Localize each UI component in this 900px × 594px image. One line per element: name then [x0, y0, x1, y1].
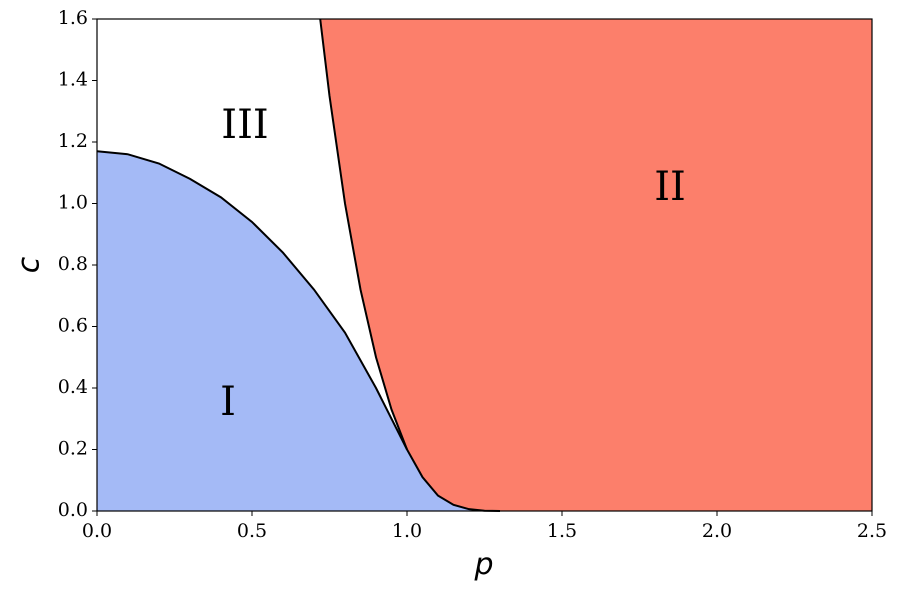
- boundary-line: [96, 150, 408, 450]
- boundary-line: [319, 18, 501, 512]
- y-tick-label: 1.0: [58, 192, 88, 214]
- y-tick-label: 0.4: [58, 376, 88, 398]
- y-tick-label: 0.6: [58, 315, 88, 337]
- x-tick-label: 0.5: [237, 520, 267, 542]
- x-tick-label: 0.0: [82, 520, 112, 542]
- region-label: III: [221, 102, 268, 148]
- y-tick-label: 0.8: [58, 253, 88, 275]
- x-axis-label: p: [473, 548, 493, 583]
- y-tick-label: 0.2: [58, 438, 88, 460]
- y-axis-label: c: [12, 256, 47, 273]
- y-tick-label: 1.2: [58, 130, 88, 152]
- y-tick-label: 1.6: [58, 7, 88, 29]
- x-tick-label: 2.5: [857, 520, 887, 542]
- region-label: I: [220, 379, 236, 425]
- y-tick-label: 0.0: [58, 499, 88, 521]
- region-fill: [97, 151, 500, 511]
- x-tick-label: 1.5: [547, 520, 577, 542]
- region-label: II: [654, 164, 686, 210]
- y-tick-label: 1.4: [58, 69, 88, 91]
- region-fill: [320, 19, 872, 511]
- x-tick-label: 1.0: [392, 520, 422, 542]
- x-tick-label: 2.0: [702, 520, 732, 542]
